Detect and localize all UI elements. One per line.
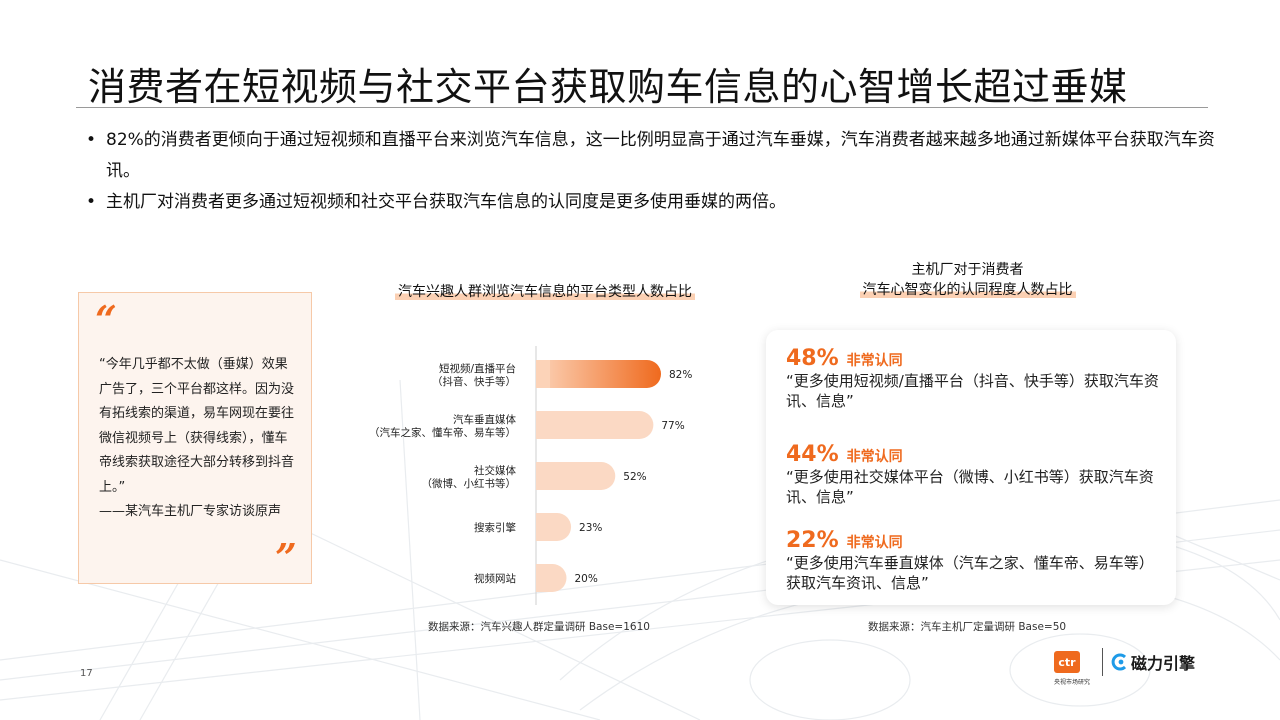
stat-item: 48% 非常认同 “更多使用短视频/直播平台（抖音、快手等）获取汽车资讯、信息”	[786, 346, 1166, 411]
category-sublabel: （抖音、快手等）	[432, 375, 516, 388]
ctr-logo: ctr	[1054, 651, 1080, 673]
bar-base-4	[536, 564, 550, 592]
stat-item: 44% 非常认同 “更多使用社交媒体平台（微博、小红书等）获取汽车资讯、信息”	[786, 442, 1166, 507]
agreement-stats-card: 48% 非常认同 “更多使用短视频/直播平台（抖音、快手等）获取汽车资讯、信息”…	[766, 330, 1176, 605]
category-label: 社交媒体	[474, 464, 516, 477]
page-title: 消费者在短视频与社交平台获取购车信息的心智增长超过垂媒	[88, 65, 1128, 109]
category-sublabel: （汽车之家、懂车帝、易车等）	[369, 426, 516, 439]
bullet-item: 主机厂对消费者更多通过短视频和社交平台获取汽车信息的认同度是更多使用垂媒的两倍。	[84, 187, 1224, 218]
bar-1	[536, 411, 654, 439]
stat-text: “更多使用社交媒体平台（微博、小红书等）获取汽车资讯、信息”	[786, 468, 1154, 506]
expert-quote-box: “ “今年几乎都不太做（垂媒）效果广告了，三个平台都这样。因为没有拓线索的渠道，…	[78, 292, 312, 584]
category-sublabel: （微博、小红书等）	[422, 477, 517, 490]
bar-base-1	[536, 411, 550, 439]
right-chart-title: 主机厂对于消费者 汽车心智变化的认同程度人数占比	[820, 260, 1115, 300]
bar-0	[536, 360, 661, 388]
stat-text: “更多使用短视频/直播平台（抖音、快手等）获取汽车资讯、信息”	[786, 372, 1159, 410]
bar-value-label: 23%	[579, 522, 602, 534]
quote-text-block: “今年几乎都不太做（垂媒）效果广告了，三个平台都这样。因为没有拓线索的渠道，易车…	[99, 353, 299, 525]
close-quote-icon: ”	[275, 535, 297, 580]
open-quote-icon: “	[95, 297, 117, 342]
bar-value-label: 20%	[574, 573, 597, 585]
stat-percentage: 48%	[786, 346, 839, 371]
page-number: 17	[80, 668, 93, 679]
magnet-icon	[1111, 653, 1127, 671]
stat-label: 非常认同	[846, 449, 903, 465]
platform-bar-chart: 82% 短视频/直播平台（抖音、快手等） 77% 汽车垂直媒体（汽车之家、懂车帝、易车…	[369, 346, 692, 605]
right-chart-title-line1: 主机厂对于消费者	[911, 262, 1024, 278]
category-label: 汽车垂直媒体	[453, 413, 516, 426]
category-label: 搜索引擎	[474, 521, 516, 534]
title-divider	[76, 107, 1208, 108]
bar-value-label: 77%	[661, 420, 684, 432]
bar-2	[536, 462, 616, 490]
left-chart-title: 汽车兴趣人群浏览汽车信息的平台类型人数占比	[360, 281, 730, 301]
right-data-source: 数据来源：汽车主机厂定量调研 Base=50	[868, 621, 1067, 633]
category-label: 视频网站	[474, 572, 516, 585]
bullet-item: 82%的消费者更倾向于通过短视频和直播平台来浏览汽车信息，这一比例明显高于通过汽…	[84, 125, 1224, 187]
ctr-logo-subtitle: 央视市场研究	[1054, 679, 1091, 686]
stat-label: 非常认同	[846, 535, 903, 551]
stat-text: “更多使用汽车垂直媒体（汽车之家、懂车帝、易车等）获取汽车资讯、信息”	[786, 554, 1154, 592]
category-label: 短视频/直播平台	[439, 362, 516, 375]
bar-value-label: 52%	[623, 471, 646, 483]
logo-divider	[1102, 648, 1103, 676]
bar-base-2	[536, 462, 550, 490]
stat-label: 非常认同	[846, 353, 903, 369]
stat-percentage: 22%	[786, 528, 839, 553]
bar-base-0	[536, 360, 550, 388]
quote-text: “今年几乎都不太做（垂媒）效果广告了，三个平台都这样。因为没有拓线索的渠道，易车…	[99, 357, 295, 495]
left-data-source: 数据来源：汽车兴趣人群定量调研 Base=1610	[428, 621, 650, 633]
right-chart-title-line2: 汽车心智变化的认同程度人数占比	[859, 282, 1076, 298]
stat-percentage: 44%	[786, 442, 839, 467]
bar-base-3	[536, 513, 550, 541]
stat-item: 22% 非常认同 “更多使用汽车垂直媒体（汽车之家、懂车帝、易车等）获取汽车资讯…	[786, 528, 1166, 593]
ci-logo-text: 磁力引擎	[1131, 654, 1196, 673]
bullet-list: 82%的消费者更倾向于通过短视频和直播平台来浏览汽车信息，这一比例明显高于通过汽…	[84, 125, 1224, 218]
quote-attribution: ——某汽车主机厂专家访谈原声	[99, 504, 282, 519]
left-chart-title-text: 汽车兴趣人群浏览汽车信息的平台类型人数占比	[395, 284, 695, 300]
bar-value-label: 82%	[669, 369, 692, 381]
brand-logos: ctr 央视市场研究 磁力引擎	[1054, 648, 1196, 686]
